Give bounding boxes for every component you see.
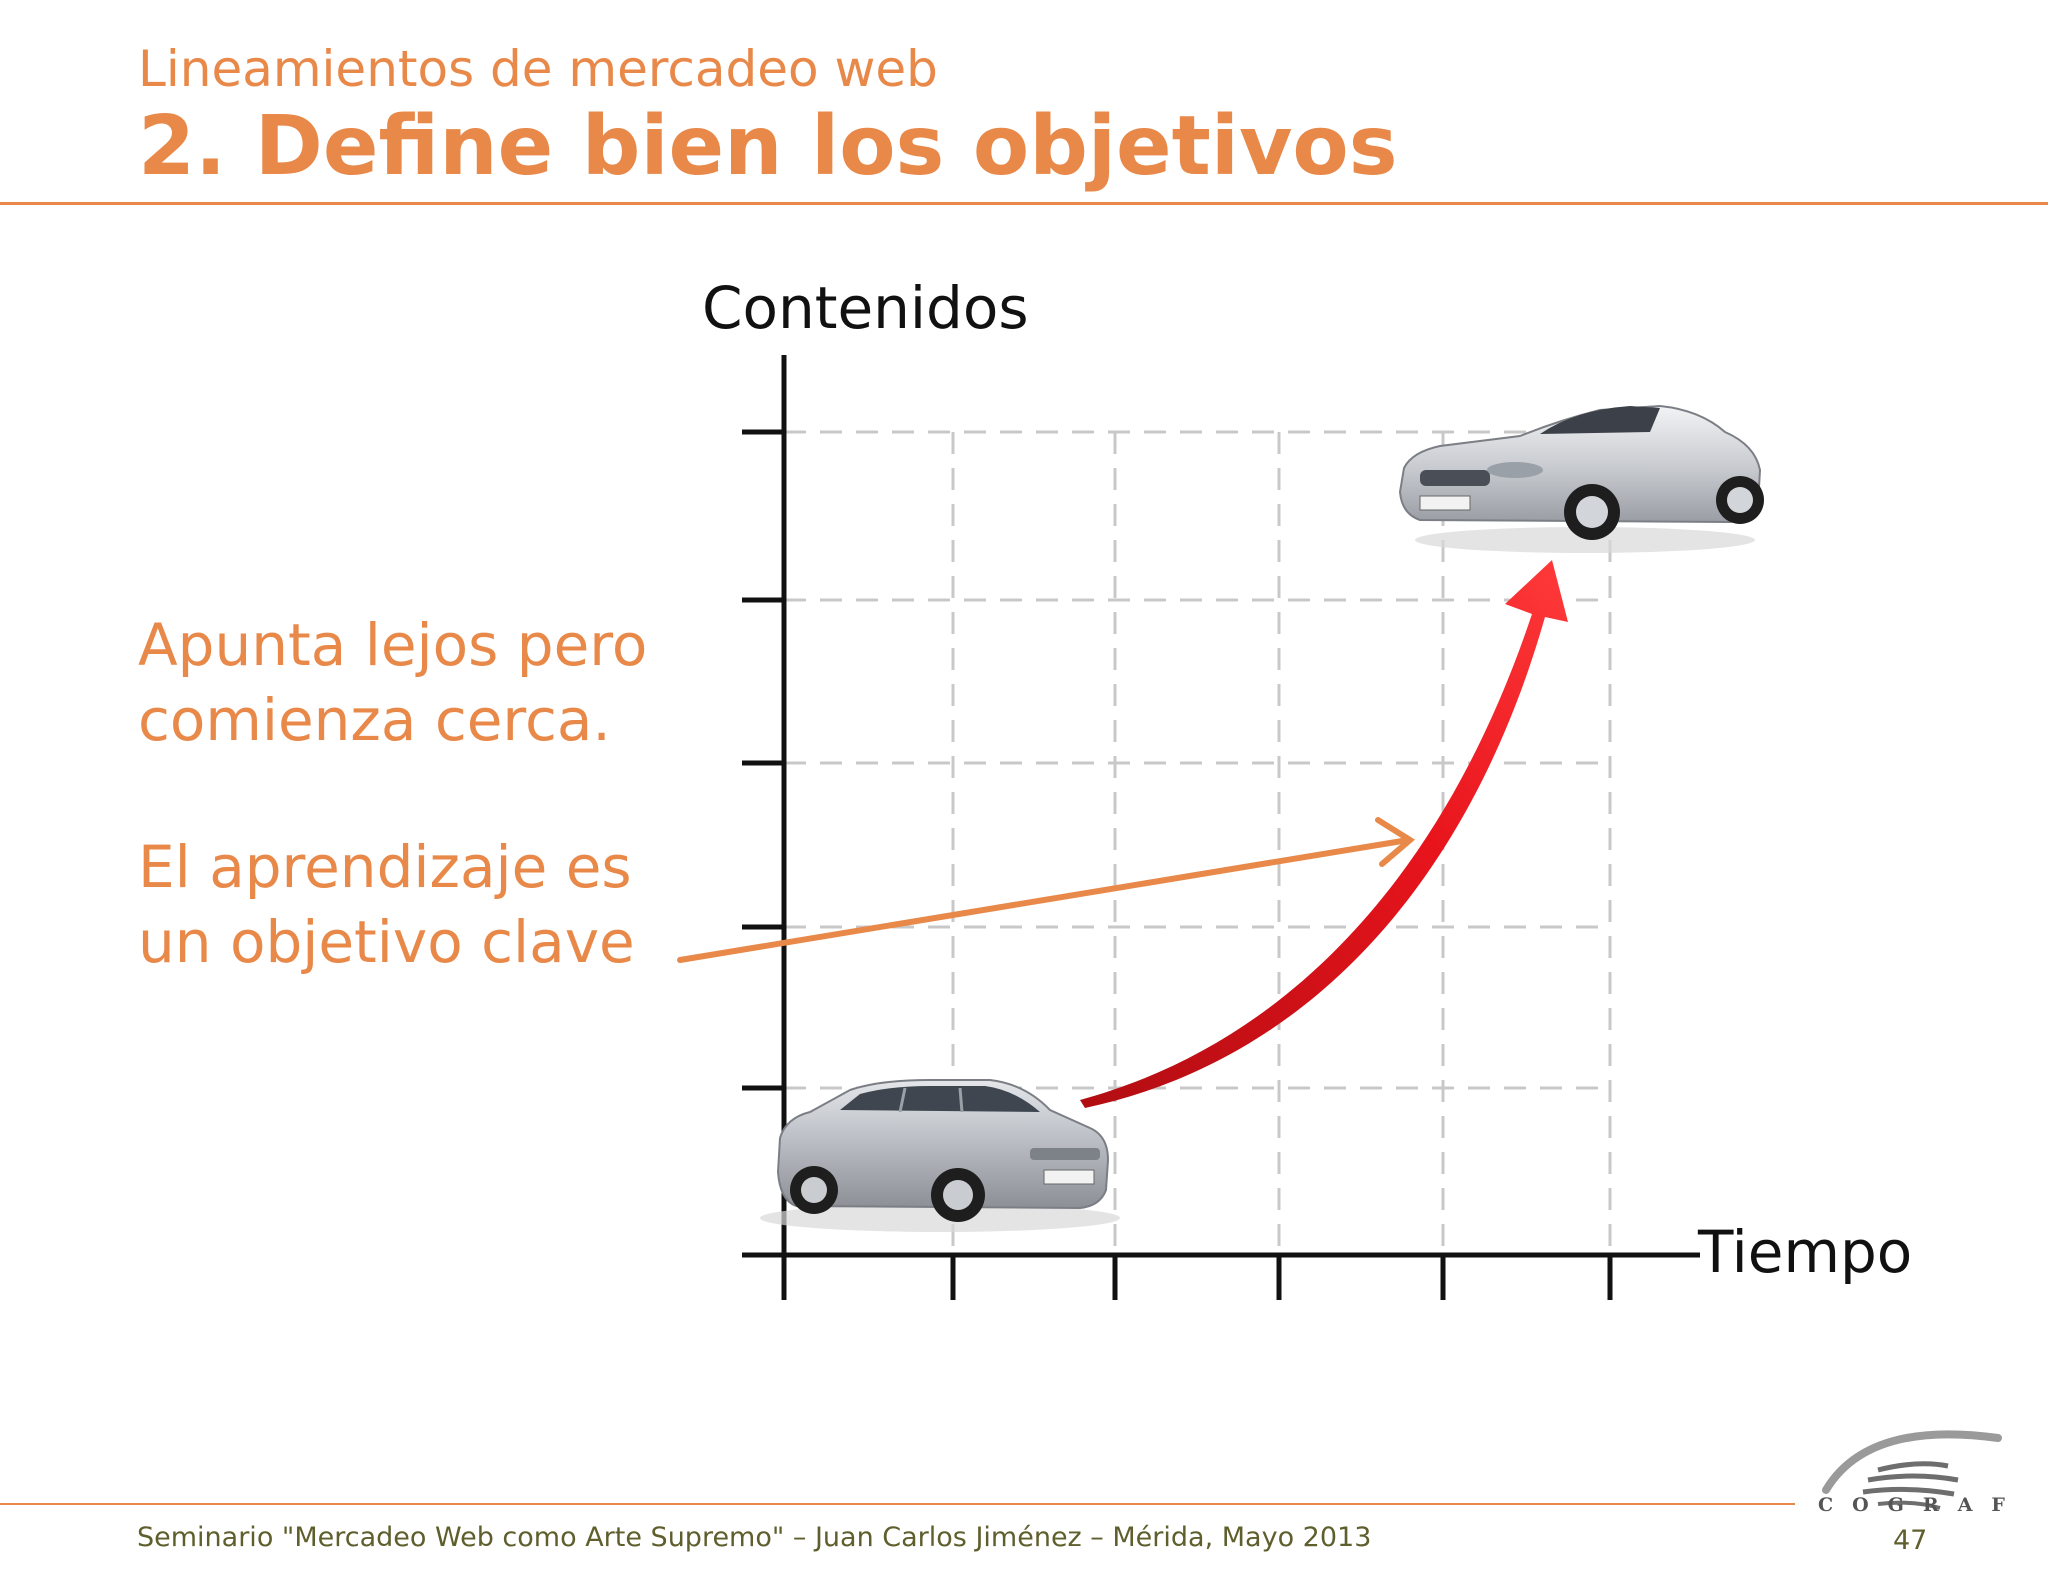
body-line: El aprendizaje es: [138, 833, 632, 901]
page-number: 47: [1893, 1525, 1928, 1556]
sedan-car-icon: [760, 1079, 1120, 1232]
slide-title: 2. Define bien los objetivos: [138, 99, 1398, 194]
pointer-arrow-icon: [677, 817, 1416, 963]
footer-divider: [0, 1503, 1795, 1505]
body-line: un objetivo clave: [138, 908, 635, 976]
cograf-logo-text: COGRAF: [1818, 1494, 2024, 1516]
footer-text: Seminario "Mercadeo Web como Arte Suprem…: [137, 1522, 1372, 1553]
y-axis-label: Contenidos: [702, 274, 1029, 342]
sports-car-icon: [1398, 404, 1764, 553]
cograf-logo-icon: [1822, 1430, 2002, 1510]
growth-arrow-icon: [1080, 560, 1568, 1108]
body-text-learning: El aprendizaje es un objetivo clave: [138, 830, 635, 980]
x-axis-label: Tiempo: [1697, 1218, 1912, 1286]
body-line: comienza cerca.: [138, 686, 611, 754]
x-axis-ticks: [950, 1255, 1613, 1300]
y-axis-ticks: [742, 429, 784, 1091]
header-divider: [0, 202, 2048, 205]
body-line: Apunta lejos pero: [138, 611, 648, 679]
body-text-aim-far: Apunta lejos pero comienza cerca.: [138, 608, 647, 758]
slide-subtitle: Lineamientos de mercadeo web: [138, 40, 938, 98]
